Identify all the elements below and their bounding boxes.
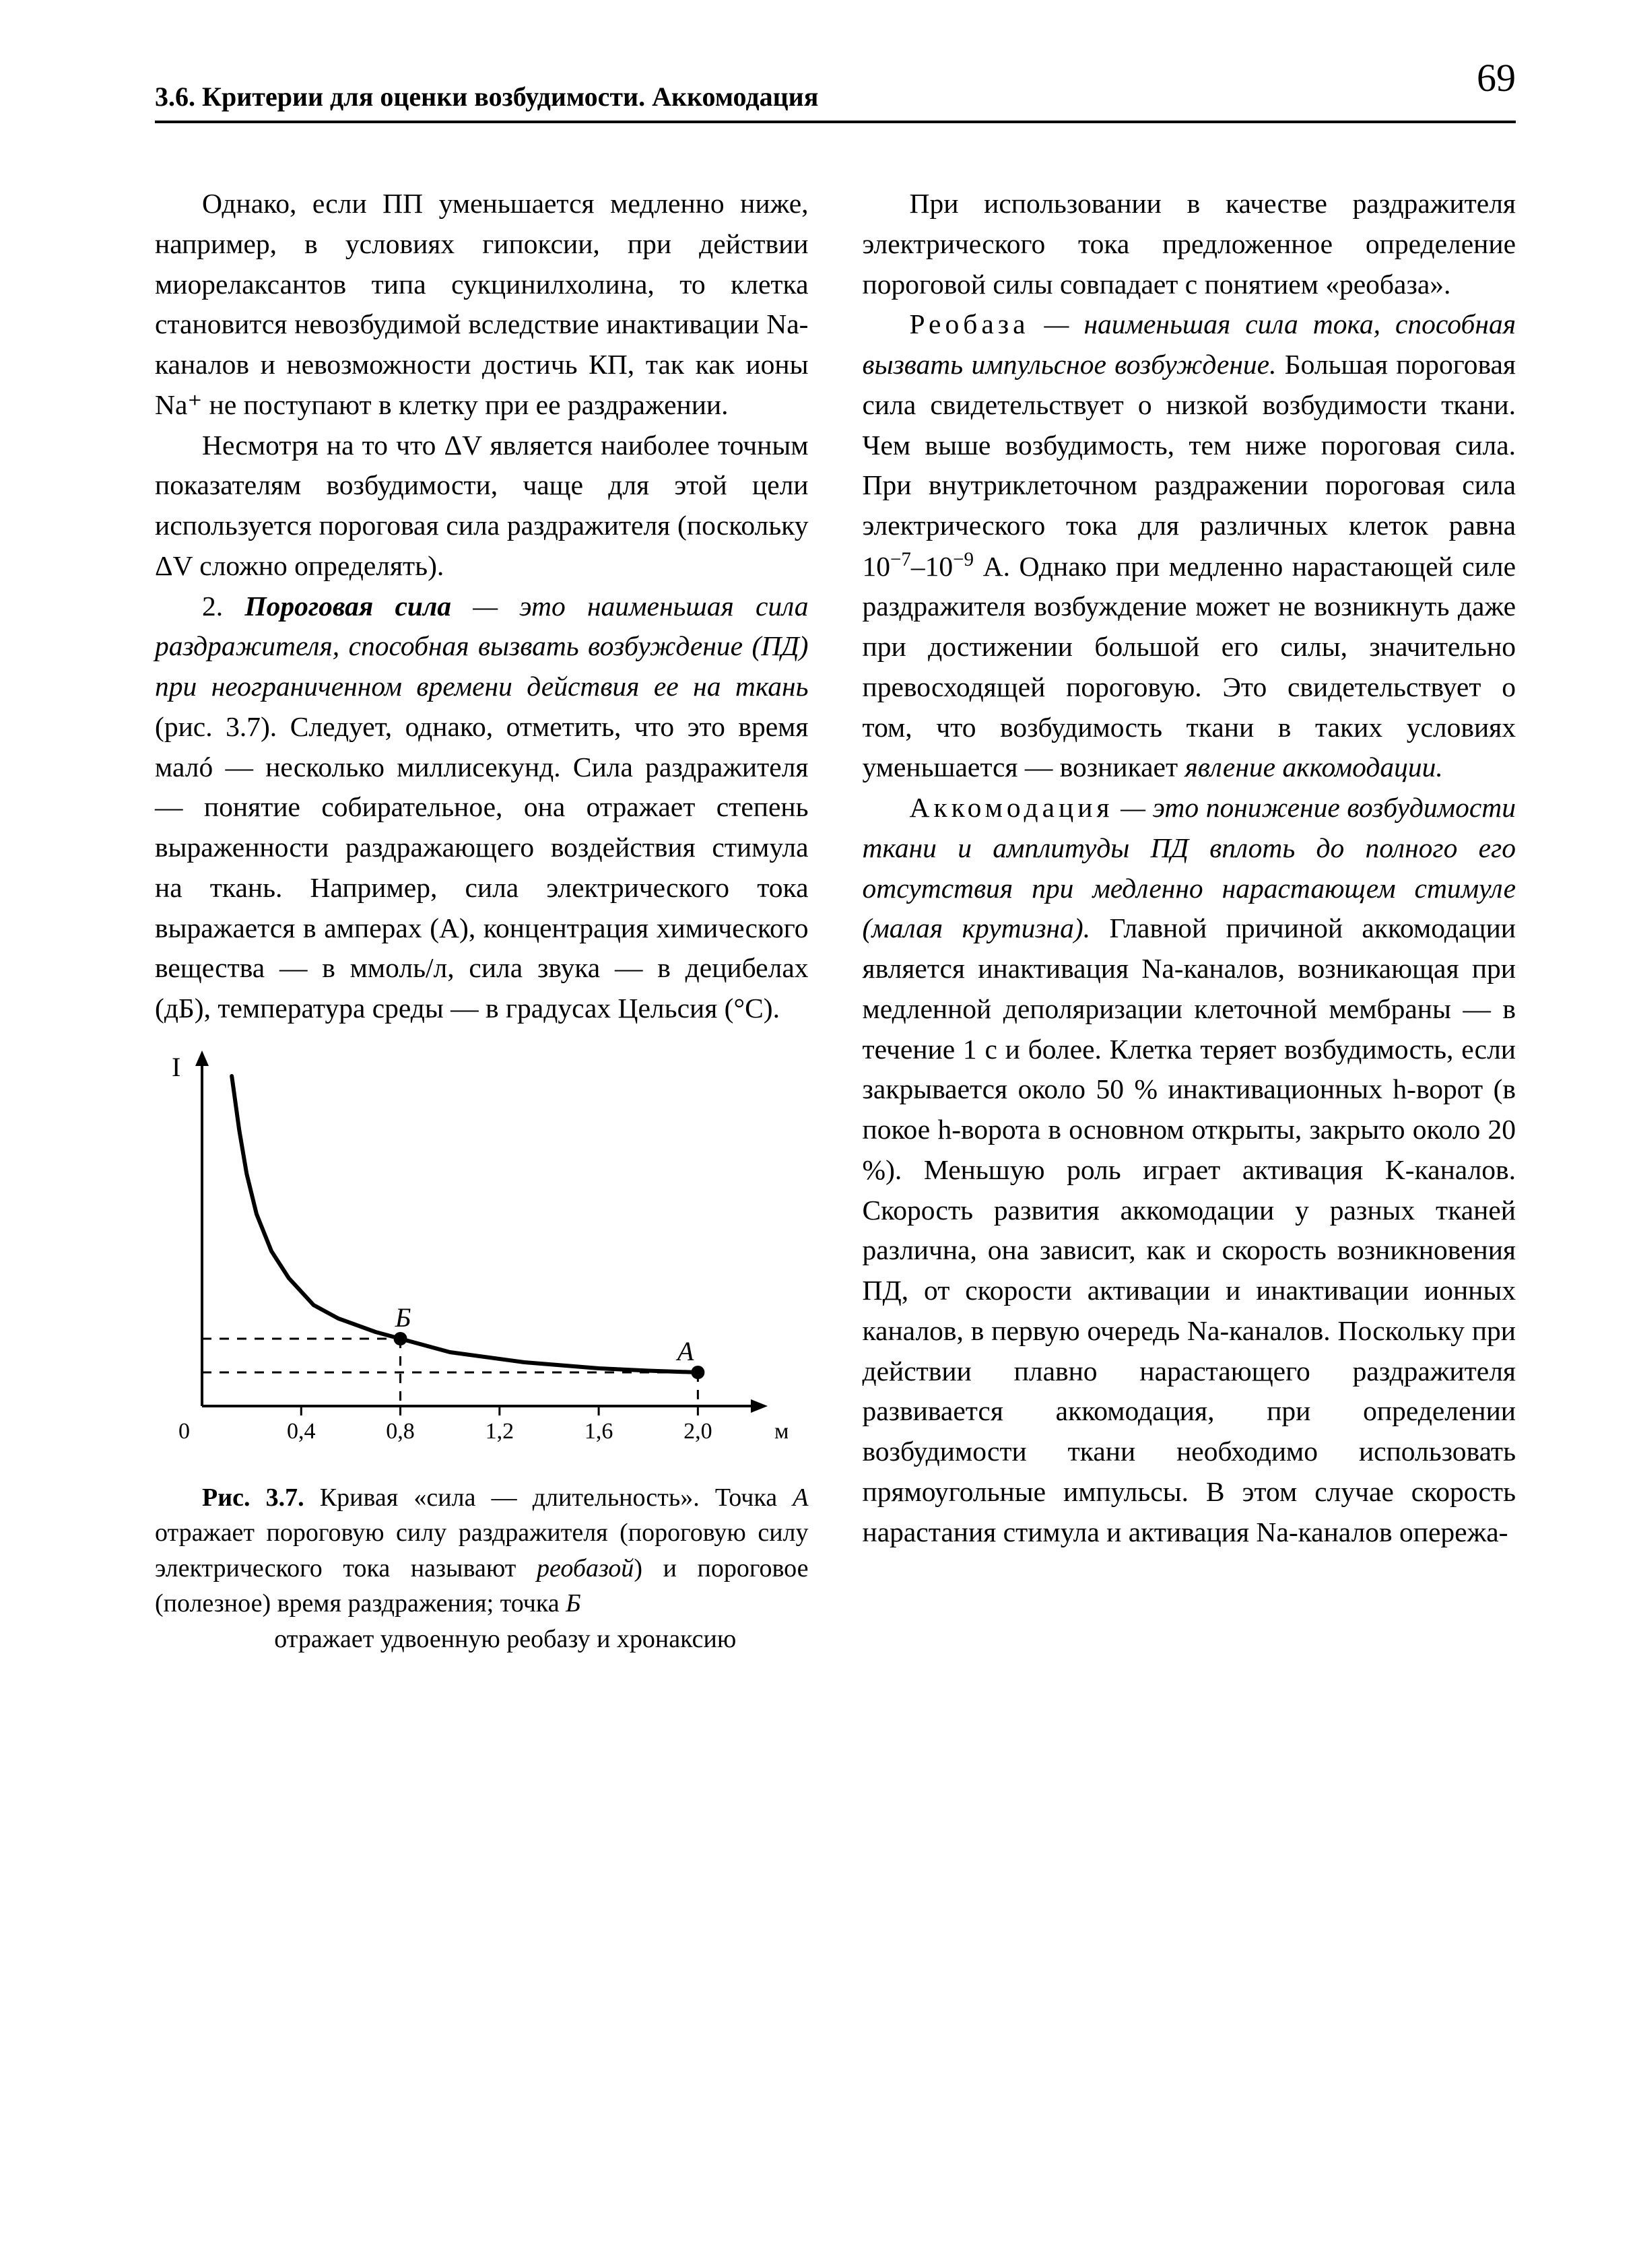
- page: 3.6. Критерии для оценки возбудимости. А…: [0, 0, 1637, 2268]
- svg-text:0,4: 0,4: [287, 1419, 316, 1444]
- running-head: 3.6. Критерии для оценки возбудимости. А…: [155, 67, 1516, 123]
- txt-italic: явление аккомодации.: [1184, 752, 1442, 782]
- txt: (рис. 3.7). Следует, однако, отметить, ч…: [155, 711, 809, 1024]
- running-title: 3.6. Критерии для оценки возбудимости. А…: [155, 81, 818, 112]
- term-akkomodaciya: Аккомодация: [910, 792, 1114, 823]
- svg-text:1,2: 1,2: [486, 1419, 514, 1444]
- txt: Кривая «сила — длительность». Точка: [304, 1483, 793, 1512]
- body-columns: Однако, если ПП уменьшается медленно ниж…: [155, 184, 1516, 1657]
- svg-text:Б: Б: [395, 1302, 411, 1333]
- figure-3-7: 0,4 0,8 1,2 1,6 2,0 0 мс I Б А Рис. 3.7. Кривая «…: [155, 1049, 809, 1657]
- page-number: 69: [1477, 55, 1516, 100]
- para-r1: При использовании в качестве раздражител…: [863, 184, 1516, 304]
- svg-text:А: А: [675, 1336, 694, 1366]
- caption-B: Б: [566, 1589, 580, 1617]
- para-r3: Аккомодация — это понижение возбудимости…: [863, 788, 1516, 1552]
- para-l2: Несмотря на то что ΔV является наиболее …: [155, 426, 809, 587]
- exp: −9: [953, 549, 974, 570]
- term-porogovaya-sila: Пороговая сила: [244, 591, 451, 622]
- svg-text:2,0: 2,0: [683, 1419, 712, 1444]
- caption-reobaz: реобазой: [537, 1554, 634, 1582]
- exp: −7: [890, 549, 911, 570]
- svg-text:1,6: 1,6: [584, 1419, 613, 1444]
- txt: отражает удвоенную реобазу и хронаксию: [155, 1622, 809, 1657]
- txt: Главной причиной аккомодации является ин…: [863, 912, 1516, 1547]
- txt: –10: [911, 551, 953, 582]
- svg-text:I: I: [172, 1052, 180, 1082]
- caption-A: А: [793, 1483, 808, 1512]
- txt: А. Однако при медленно нарастающей силе …: [863, 551, 1516, 783]
- figure-caption: Рис. 3.7. Кривая «сила — длительность». …: [155, 1480, 809, 1657]
- strength-duration-chart: 0,4 0,8 1,2 1,6 2,0 0 мс I Б А: [155, 1049, 788, 1480]
- para-l3: 2. Пороговая сила — это наименьшая сила …: [155, 587, 809, 1029]
- term-reobaza: Реобаза: [910, 308, 1030, 339]
- svg-text:мс: мс: [774, 1419, 788, 1444]
- txt: 2.: [202, 591, 244, 622]
- txt: Большая пороговая сила свидетельствует о…: [863, 349, 1516, 582]
- para-l1: Однако, если ПП уменьшается медленно ниж…: [155, 184, 809, 426]
- caption-label: Рис. 3.7.: [202, 1483, 304, 1512]
- svg-text:0,8: 0,8: [386, 1419, 415, 1444]
- svg-text:0: 0: [178, 1419, 190, 1444]
- para-r2: Реобаза — наименьшая сила тока, способна…: [863, 304, 1516, 788]
